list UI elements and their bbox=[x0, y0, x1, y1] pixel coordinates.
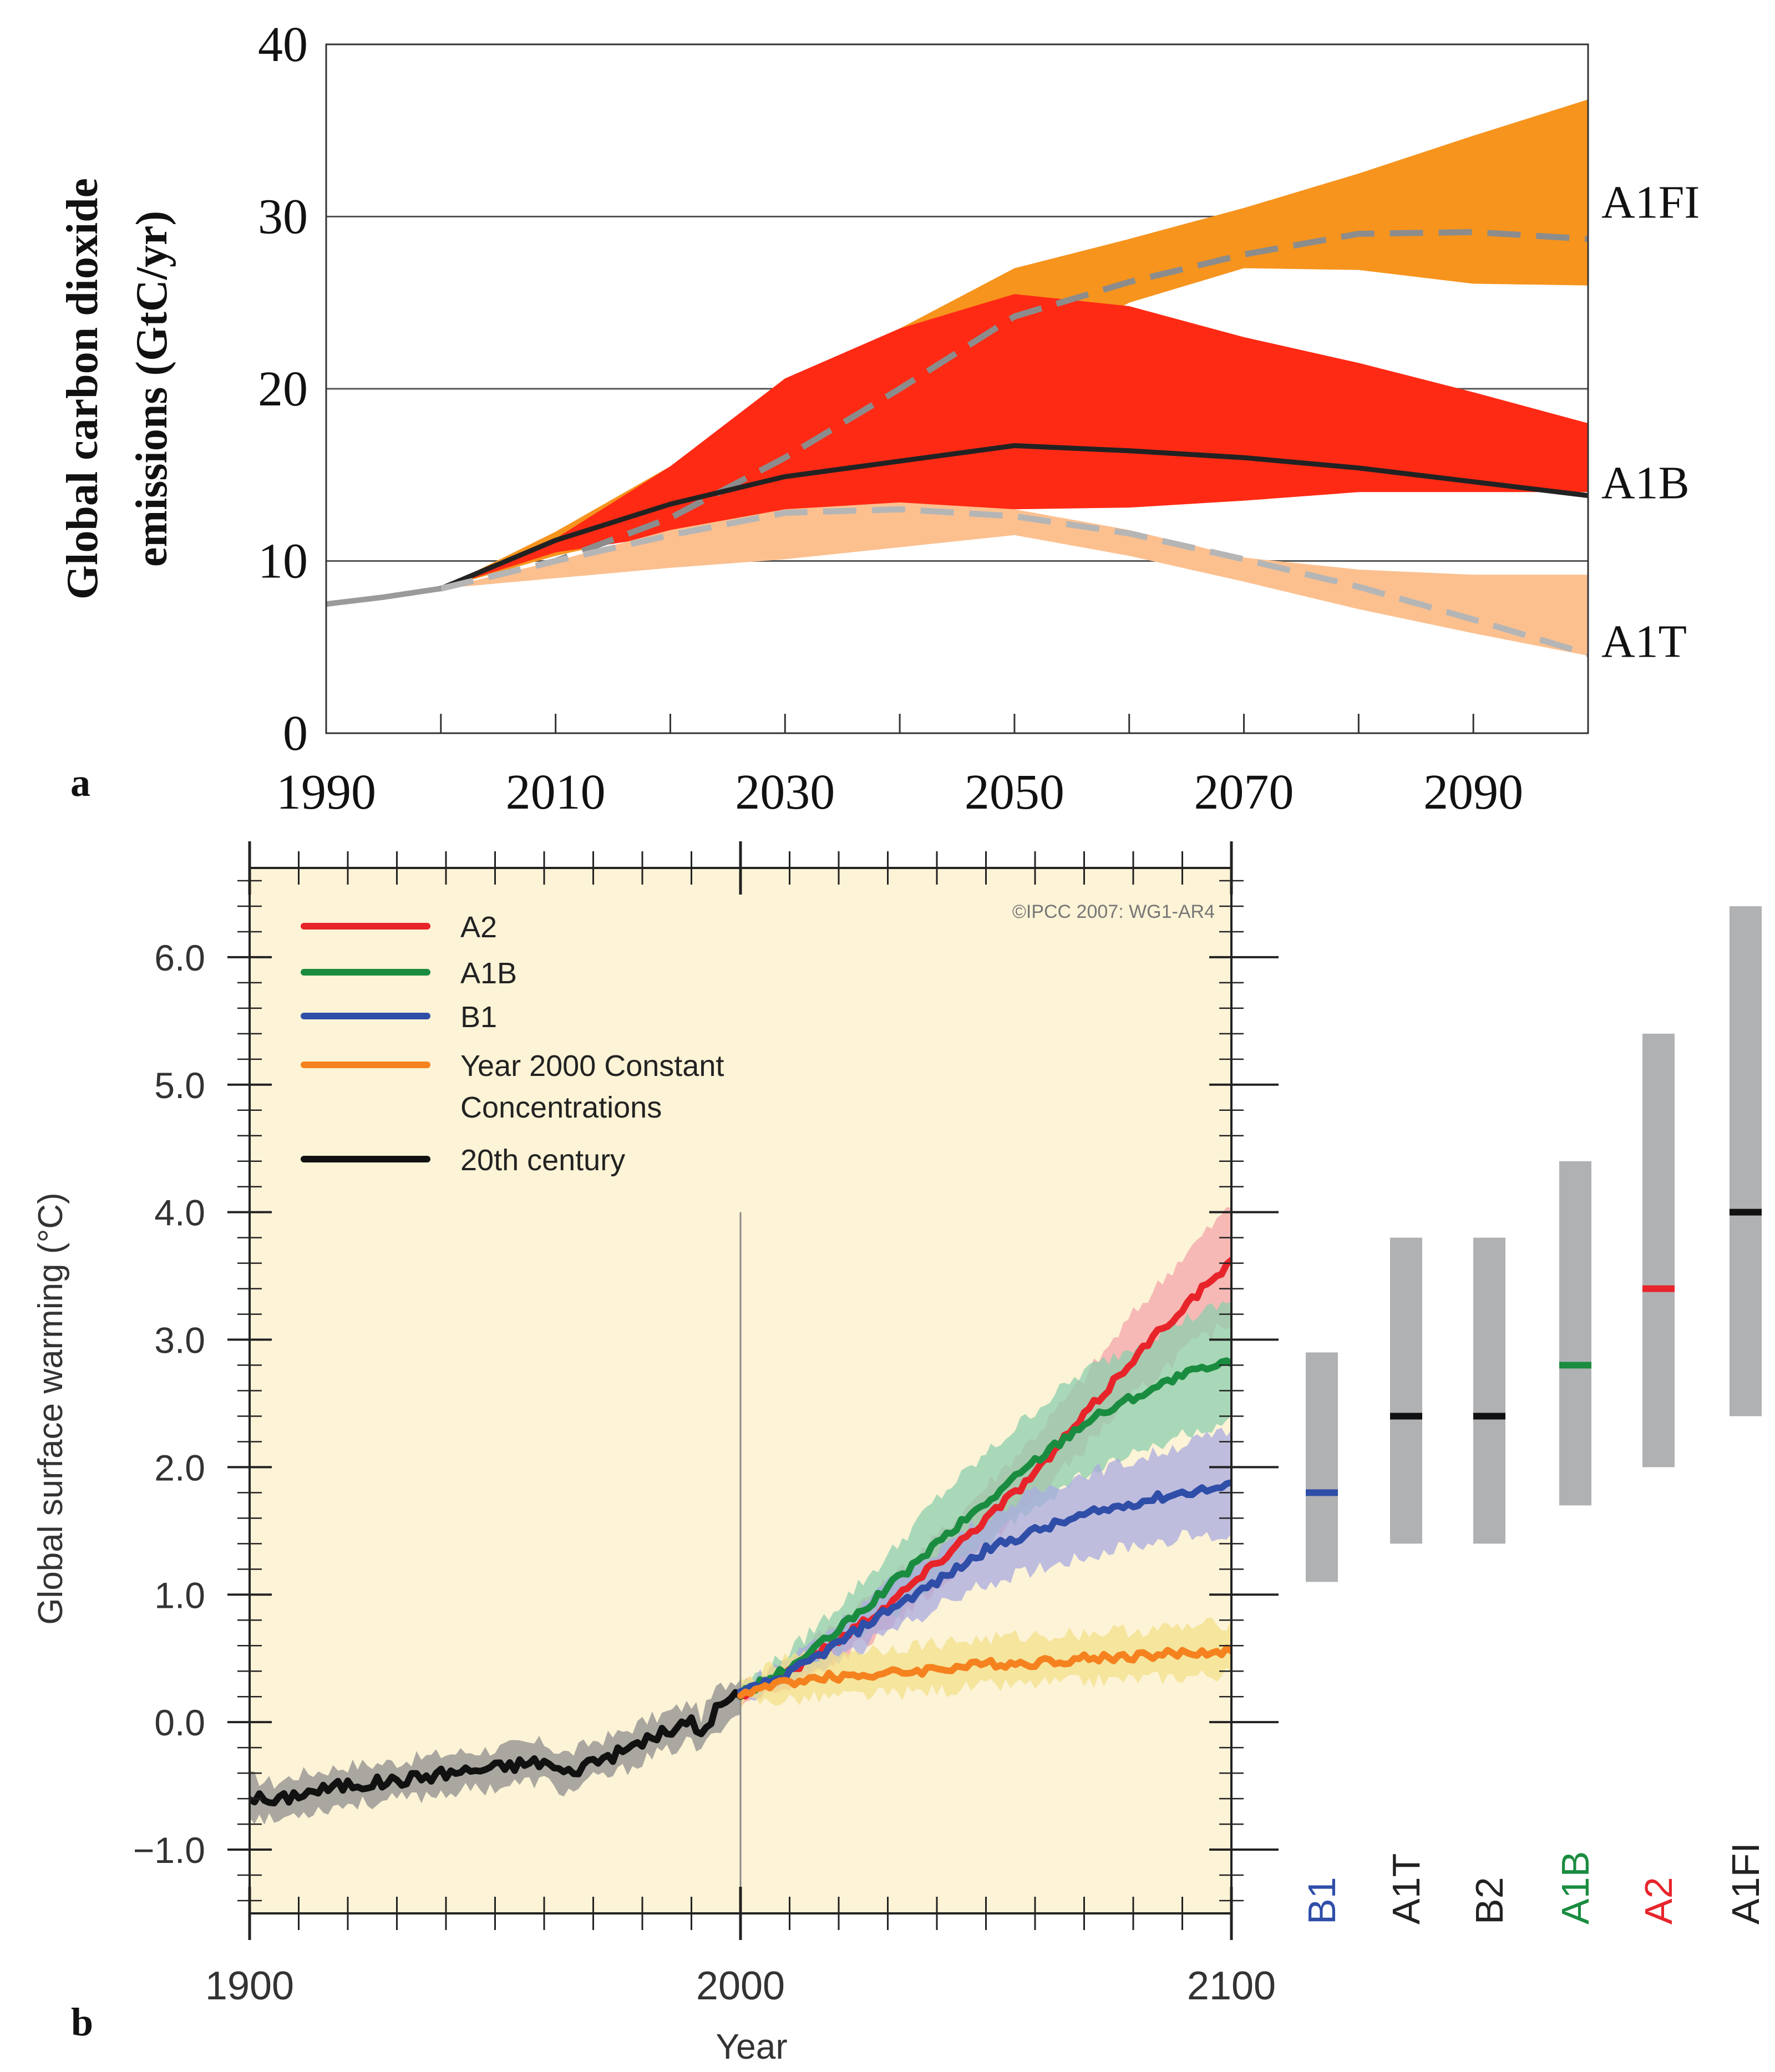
range-bar-b1 bbox=[1306, 1352, 1338, 1582]
legend-label-a2: A2 bbox=[460, 911, 497, 944]
panel-b-legend: A2 A1B B1 Year 2000 Constant Concentrati… bbox=[301, 911, 724, 1177]
range-bar-a2 bbox=[1642, 1033, 1675, 1467]
panel-a-frame bbox=[325, 43, 1589, 734]
y-tick-label-30: 30 bbox=[258, 190, 308, 245]
range-bar-a1fi bbox=[1730, 906, 1762, 1416]
x-tick-label-2050: 2050 bbox=[965, 765, 1064, 820]
line-a1b bbox=[737, 1357, 1231, 1700]
series-label-a1b: A1B bbox=[1601, 458, 1690, 509]
panel-b-warming-chart: 1900 2000 2100 −1.0 0.0 1.0 2.0 3.0 4.0 5.0 6.0 A… bbox=[32, 841, 1767, 2066]
b-y-tick-label-3.0: 3.0 bbox=[154, 1320, 205, 1361]
legend-label-20th-century: 20th century bbox=[460, 1144, 625, 1177]
range-best-a1t bbox=[1390, 1413, 1422, 1420]
b-y-tick-label-5.0: 5.0 bbox=[154, 1065, 205, 1106]
line-a1t bbox=[440, 506, 1588, 657]
panel-a-bands bbox=[440, 99, 1588, 656]
x-tick-label-2070: 2070 bbox=[1194, 765, 1294, 820]
b-y-tick-label-4.0: 4.0 bbox=[154, 1192, 205, 1233]
line-year-2000-constant-concentrations bbox=[737, 1644, 1231, 1699]
b-y-tick-label-−1.0: −1.0 bbox=[133, 1830, 205, 1871]
x-tick-label-2090: 2090 bbox=[1423, 765, 1523, 820]
y-tick-label-40: 40 bbox=[258, 17, 308, 72]
band-b1 bbox=[741, 1428, 1231, 1702]
b-y-tick-label-0.0: 0.0 bbox=[154, 1702, 205, 1743]
b-x-tick-label-2000: 2000 bbox=[696, 1964, 785, 2008]
band-a1t bbox=[440, 502, 1588, 656]
line-a1b bbox=[440, 443, 1588, 591]
history-line bbox=[326, 586, 444, 607]
panel-b-projection-ranges: B1 A1T B2 A1B A2 A1FI bbox=[1300, 906, 1767, 1924]
line-b1 bbox=[737, 1479, 1231, 1695]
line-a1fi bbox=[440, 228, 1588, 592]
panel-a-ylabel-line2: emissions (GtC/yr) bbox=[128, 211, 176, 567]
panel-a-label: a bbox=[70, 760, 90, 805]
range-best-a1b bbox=[1559, 1362, 1591, 1369]
x-tick-label-2030: 2030 bbox=[735, 765, 835, 820]
line-a2 bbox=[737, 1257, 1231, 1700]
panel-a-ylabel-line1: Global carbon dioxide bbox=[58, 178, 107, 600]
b-x-tick-label-1900: 1900 bbox=[205, 1964, 294, 2008]
legend-label-b1: B1 bbox=[460, 1001, 497, 1034]
range-best-a2 bbox=[1642, 1285, 1675, 1292]
panel-a-series-labels: A1FI A1B A1T bbox=[1601, 177, 1700, 668]
range-bar-a1b bbox=[1559, 1161, 1591, 1506]
panel-a-lines bbox=[326, 228, 1588, 657]
copyright-text: ©IPCC 2007: WG1-AR4 bbox=[1012, 901, 1215, 922]
panel-a-y-ticks: 0 10 20 30 40 bbox=[258, 17, 308, 761]
range-best-a1fi bbox=[1730, 1208, 1762, 1216]
legend-label-constant-line2: Concentrations bbox=[460, 1091, 662, 1124]
range-label-b2: B2 bbox=[1468, 1877, 1511, 1924]
x-tick-label-2010: 2010 bbox=[506, 765, 606, 820]
panel-b-ylabel: Global surface warming (°C) bbox=[32, 1192, 70, 1624]
b-y-tick-label-6.0: 6.0 bbox=[154, 937, 205, 978]
legend-label-a1b: A1B bbox=[460, 957, 517, 990]
range-best-b2 bbox=[1473, 1413, 1505, 1420]
panel-b-label: b bbox=[71, 2000, 93, 2044]
y-tick-label-10: 10 bbox=[258, 534, 308, 589]
range-bar-b2 bbox=[1473, 1237, 1505, 1544]
panel-b-lines bbox=[250, 1257, 1231, 1807]
b-x-tick-label-2100: 2100 bbox=[1187, 1964, 1276, 2008]
b-y-tick-label-2.0: 2.0 bbox=[154, 1447, 205, 1488]
x-tick-label-1990: 1990 bbox=[276, 765, 376, 820]
range-label-a1b: A1B bbox=[1554, 1851, 1597, 1924]
range-best-b1 bbox=[1306, 1489, 1338, 1496]
b-y-tick-label-1.0: 1.0 bbox=[154, 1575, 205, 1616]
line-20th-century bbox=[250, 1689, 744, 1807]
range-label-a1fi: A1FI bbox=[1724, 1842, 1767, 1924]
y-tick-label-0: 0 bbox=[283, 706, 308, 761]
panel-b-x-ticks: 1900 2000 2100 bbox=[205, 841, 1276, 2008]
range-label-b1: B1 bbox=[1300, 1877, 1343, 1924]
y-tick-label-20: 20 bbox=[258, 362, 308, 417]
band-a1b bbox=[440, 294, 1588, 589]
series-label-a1fi: A1FI bbox=[1601, 177, 1700, 228]
panel-b-xlabel: Year bbox=[716, 2027, 787, 2066]
panel-a-x-ticks: 1990 2010 2030 2050 2070 2090 bbox=[276, 714, 1523, 820]
legend-label-constant: Year 2000 Constant bbox=[460, 1049, 724, 1083]
range-label-a2: A2 bbox=[1637, 1877, 1680, 1924]
range-bar-a1t bbox=[1390, 1237, 1422, 1544]
panel-b-y-ticks: −1.0 0.0 1.0 2.0 3.0 4.0 5.0 6.0 bbox=[133, 880, 1279, 1902]
range-label-a1t: A1T bbox=[1384, 1853, 1428, 1924]
series-label-a1t: A1T bbox=[1601, 616, 1687, 667]
